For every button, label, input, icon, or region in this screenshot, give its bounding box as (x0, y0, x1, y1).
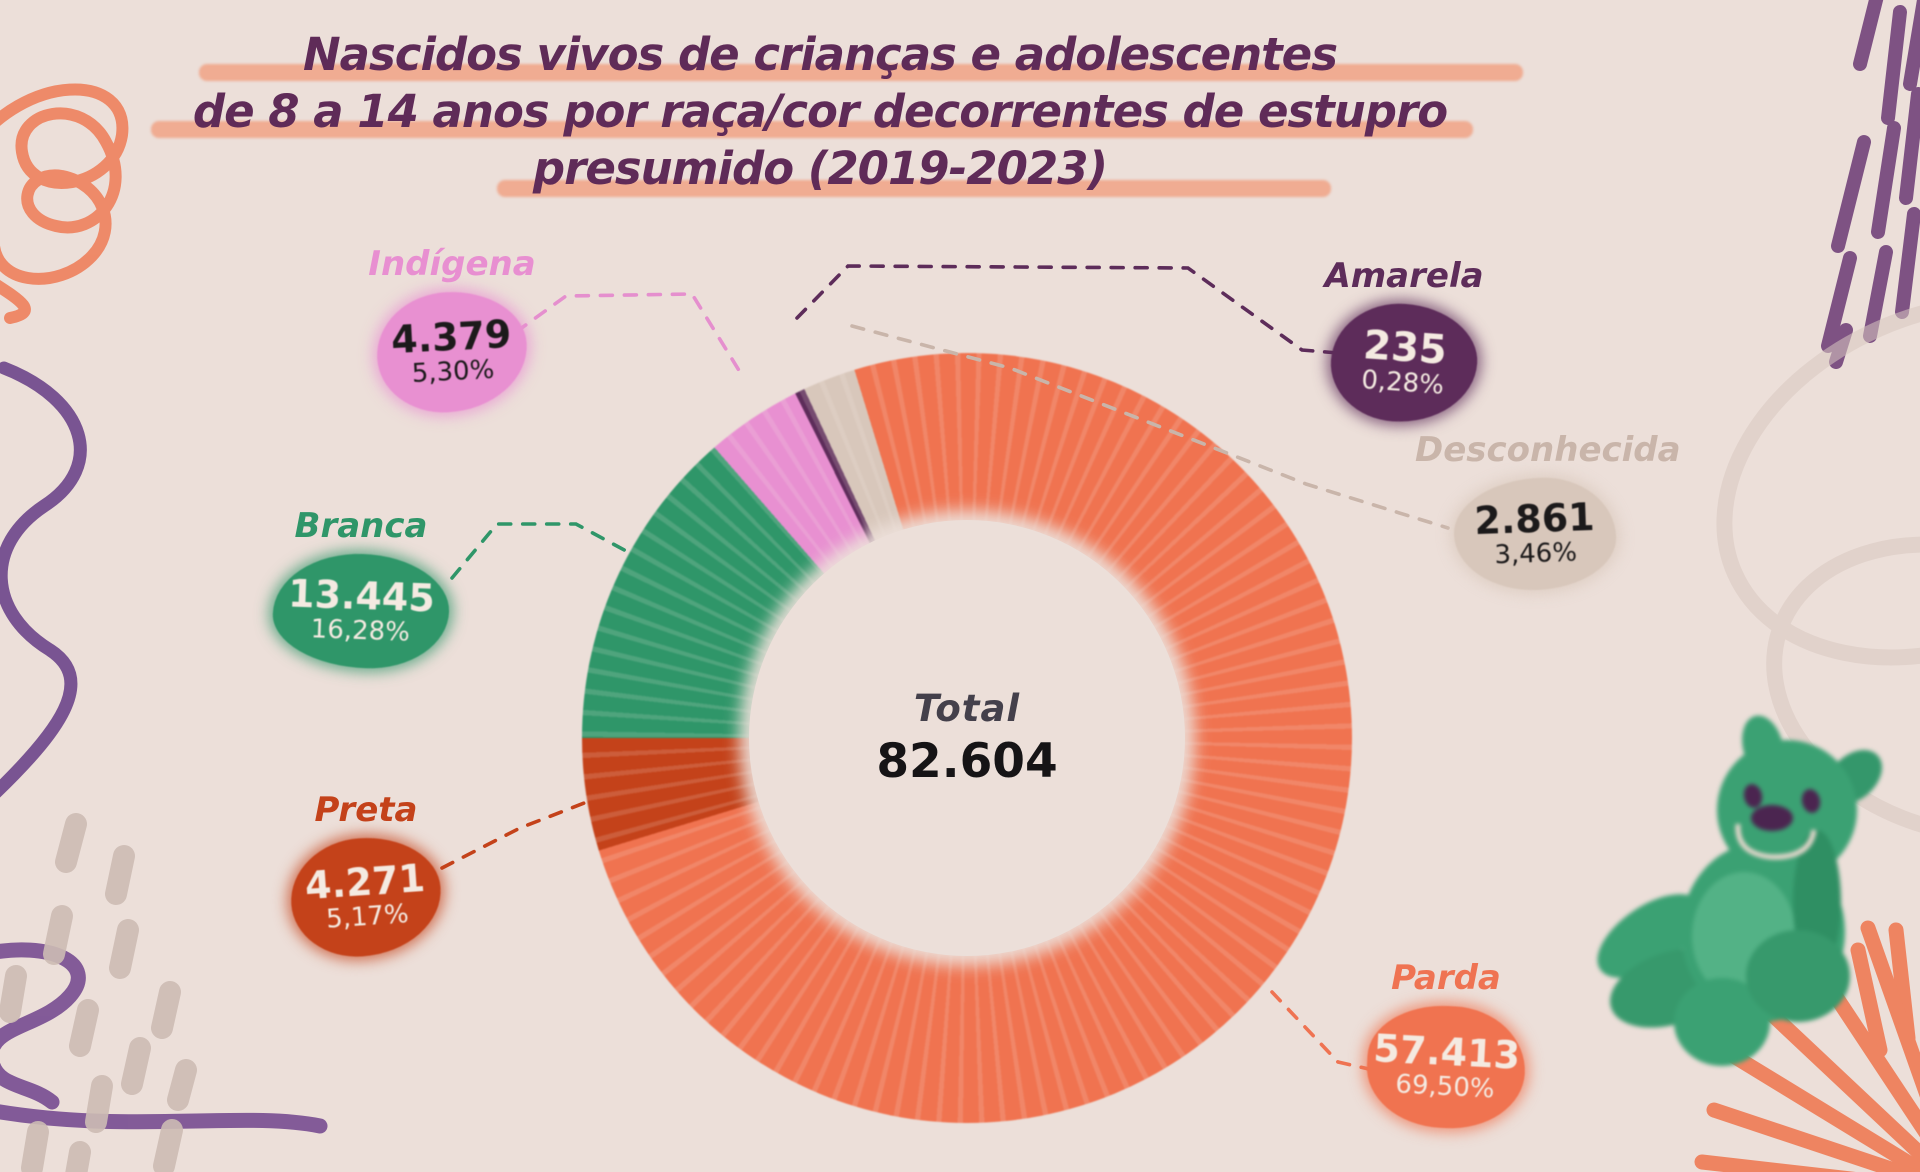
segment-label-desconhecida: Desconhecida (1415, 430, 1681, 470)
bear-paw-front (1674, 978, 1770, 1066)
segment-label-amarela: Amarela (1324, 256, 1484, 296)
callout-desconhecida: Desconhecida 2.861 3,46% (1415, 430, 1681, 593)
purple-zigzag-scribble (0, 942, 328, 1134)
segment-value-branca: 13.445 (287, 571, 436, 621)
segment-value-preta: 4.271 (303, 855, 427, 909)
value-blob-indigena: 4.379 5,30% (373, 288, 531, 416)
value-blob-desconhecida: 2.861 3,46% (1452, 475, 1618, 593)
total-value: 82.604 (876, 734, 1058, 789)
segment-value-desconhecida: 2.861 (1473, 494, 1596, 544)
segment-value-parda: 57.413 (1372, 1026, 1522, 1078)
segment-label-indigena: Indígena (368, 244, 536, 284)
segment-percent-branca: 16,28% (310, 614, 411, 648)
purple-hatching (1821, 0, 1920, 369)
bear-smile (1735, 823, 1817, 860)
bear-belly (1692, 872, 1796, 1000)
segment-label-parda: Parda (1391, 958, 1501, 998)
bear-eye-right (1801, 789, 1821, 813)
value-blob-parda: 57.413 69,50% (1363, 1001, 1529, 1133)
bear-eye-left (1743, 784, 1763, 808)
segment-percent-parda: 69,50% (1394, 1069, 1496, 1105)
value-blob-amarela: 235 0,28% (1327, 299, 1481, 427)
value-blob-preta: 4.271 5,17% (287, 832, 445, 962)
bear-nose (1751, 805, 1793, 831)
bear-strap (1793, 830, 1841, 974)
bear-head (1717, 740, 1857, 880)
callout-branca: Branca 13.445 16,28% (268, 506, 454, 672)
orange-fan-strokes (1694, 920, 1920, 1172)
value-blob-branca: 13.445 16,28% (271, 550, 451, 672)
connector-indigena (514, 292, 742, 374)
taupe-loop-faint (1716, 294, 1920, 844)
title-line-3: presumido (2019-2023) (527, 140, 1113, 197)
bear-leg-left (1610, 948, 1734, 1028)
connector-branca (450, 522, 630, 580)
donut-center: Total 82.604 (749, 520, 1185, 956)
segment-percent-amarela: 0,28% (1360, 365, 1445, 401)
title-line-1: Nascidos vivos de crianças e adolescente… (297, 26, 1343, 83)
bear-leg-right (1746, 930, 1850, 1022)
bear-ear-left (1742, 715, 1784, 779)
segment-label-branca: Branca (294, 506, 428, 546)
purple-wave-scribble (0, 361, 87, 798)
callout-indigena: Indígena 4.379 5,30% (368, 244, 536, 416)
callout-preta: Preta 4.271 5,17% (287, 790, 445, 962)
segment-value-indigena: 4.379 (390, 311, 513, 363)
callout-amarela: Amarela 235 0,28% (1322, 256, 1486, 427)
bear-body (1681, 842, 1845, 1022)
callout-parda: Parda 57.413 69,50% (1363, 958, 1529, 1133)
connector-preta (440, 798, 594, 870)
chart-title: Nascidos vivos de crianças e adolescente… (0, 26, 1640, 197)
segment-percent-indigena: 5,30% (411, 354, 496, 390)
total-label: Total (913, 687, 1021, 730)
connector-amarela (795, 264, 1352, 356)
segment-percent-preta: 5,17% (325, 899, 410, 935)
segment-percent-desconhecida: 3,46% (1493, 537, 1578, 571)
segment-label-preta: Preta (314, 790, 418, 830)
taupe-dashes (0, 813, 197, 1172)
segment-value-amarela: 235 (1361, 322, 1449, 374)
bear-arm-left (1597, 894, 1703, 978)
bear-ear-right (1826, 750, 1882, 804)
title-line-2: de 8 a 14 anos por raça/cor decorrentes … (187, 83, 1453, 140)
teddy-bear (1597, 715, 1882, 1066)
